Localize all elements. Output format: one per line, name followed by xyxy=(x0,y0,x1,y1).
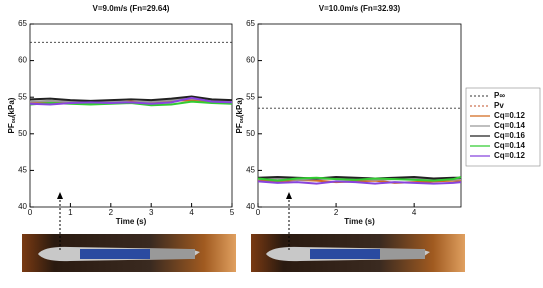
x-tick-label: 3 xyxy=(149,208,154,217)
y-tick-label: 40 xyxy=(246,202,255,211)
x-axis-label: Time (s) xyxy=(344,217,375,226)
y-axis-label-part: (kPa) xyxy=(235,97,244,117)
series-line xyxy=(29,96,233,106)
legend-label: Cq=0.12 xyxy=(494,111,525,120)
x-tick-label: 2 xyxy=(109,208,114,217)
y-axis-label-part: PF xyxy=(7,123,16,133)
chart-title: V=10.0m/s (Fn=32.93) xyxy=(319,4,401,13)
x-tick-label: 1 xyxy=(68,208,73,217)
series-line xyxy=(257,176,462,182)
y-tick-label: 55 xyxy=(246,92,255,101)
y-tick-label: 55 xyxy=(18,92,27,101)
legend-label: Cq=0.14 xyxy=(494,121,525,130)
x-tick-label: 4 xyxy=(412,208,417,217)
y-axis-label: PFou(kPa) xyxy=(7,97,17,133)
legend-label: P∞ xyxy=(494,91,505,100)
y-tick-label: 60 xyxy=(18,56,27,65)
y-axis-label-part: PF xyxy=(235,123,244,133)
photo-left xyxy=(22,234,236,272)
plot-area xyxy=(29,23,233,208)
y-tick-label: 65 xyxy=(246,19,255,28)
y-tick-label: 65 xyxy=(18,19,27,28)
y-tick-label: 60 xyxy=(246,56,255,65)
legend-label: Cq=0.14 xyxy=(494,141,525,150)
x-axis-label: Time (s) xyxy=(116,217,147,226)
y-tick-label: 45 xyxy=(18,166,27,175)
x-tick-label: 0 xyxy=(28,208,33,217)
series-line xyxy=(257,175,461,180)
x-tick-label: 5 xyxy=(230,208,235,217)
arrows xyxy=(59,198,290,250)
legend-label: Cq=0.16 xyxy=(494,131,525,140)
y-axis-label-part: ou xyxy=(239,117,245,123)
series-line xyxy=(29,95,233,102)
y-tick-label: 40 xyxy=(18,202,27,211)
legend-box xyxy=(465,87,541,167)
x-tick-label: 0 xyxy=(256,208,261,217)
legend-label: Pv xyxy=(494,101,504,110)
y-tick-label: 50 xyxy=(18,129,27,138)
y-tick-label: 50 xyxy=(246,129,255,138)
y-tick-label: 45 xyxy=(246,166,255,175)
x-tick-label: 4 xyxy=(189,208,194,217)
y-axis-label-part: ou xyxy=(11,117,17,123)
y-axis-label-part: (kPa) xyxy=(7,97,16,117)
photo-right xyxy=(251,234,465,272)
series-line xyxy=(257,180,462,185)
y-axis-label: PFou(kPa) xyxy=(235,97,245,133)
x-tick-label: 2 xyxy=(334,208,339,217)
legend-label: Cq=0.12 xyxy=(494,151,525,160)
arrow-heads xyxy=(57,192,292,199)
chart-title: V=9.0m/s (Fn=29.64) xyxy=(93,4,170,13)
plot-area xyxy=(257,23,462,208)
